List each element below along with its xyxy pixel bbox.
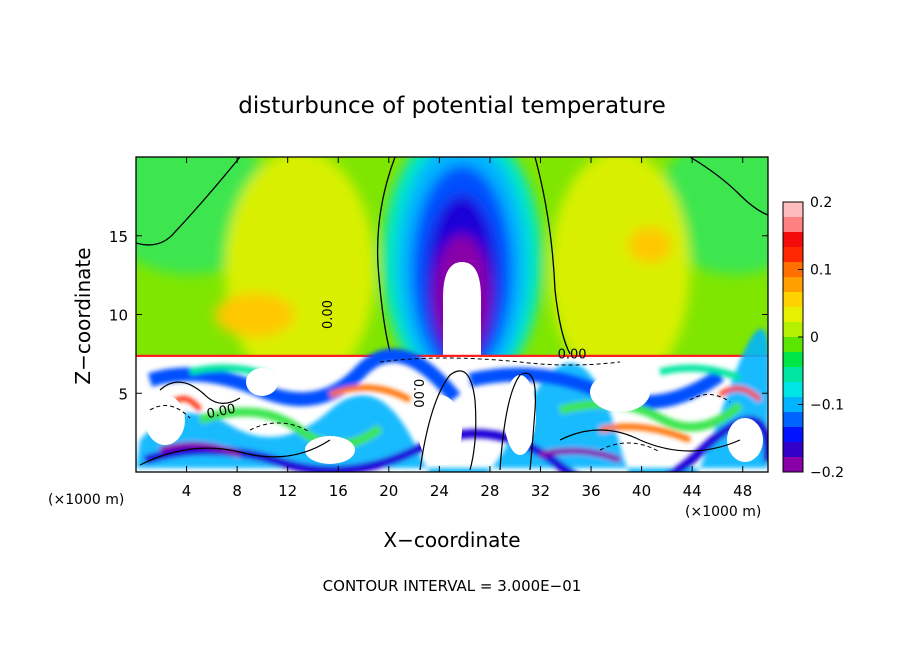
y-tick-label: 10	[109, 307, 128, 325]
x-tick-label: 32	[531, 482, 550, 500]
eddy-white-3	[504, 375, 536, 455]
x-tick-label: 16	[329, 482, 348, 500]
eddy-white-1	[145, 395, 185, 445]
contour-interval-footer: CONTOUR INTERVAL = 3.000E−01	[323, 577, 582, 595]
plot-area	[136, 157, 768, 472]
y-tick-label: 5	[118, 385, 128, 403]
x-tick-label: 48	[733, 482, 752, 500]
zero-contour-plume-right	[534, 157, 571, 355]
contour-label: 0.00	[410, 379, 425, 408]
eddy-white-5	[305, 436, 355, 464]
x-tick-label: 44	[683, 482, 702, 500]
eddy-dashed-contours	[149, 357, 731, 453]
x-axis-label: X−coordinate	[383, 528, 520, 552]
x-tick-label: 36	[581, 482, 600, 500]
colorbar-tick-label: 0	[810, 330, 819, 346]
eddy-contours	[139, 370, 741, 471]
contour-label: 0.00	[206, 402, 237, 423]
contour-labels: 0.00 0.00 0.00 0.00	[206, 300, 587, 422]
upper-left-yellow-band	[225, 157, 375, 355]
contour-label: 0.00	[321, 300, 336, 329]
zero-contour-right-top	[689, 157, 768, 216]
zero-contour-left-top	[136, 157, 241, 246]
contour-label: 0.00	[558, 348, 587, 363]
x-unit-left: (×1000 m)	[48, 492, 124, 508]
colorbar-tick-label: 0.1	[810, 263, 832, 279]
x-unit-right: (×1000 m)	[685, 504, 761, 520]
y-axis-ticks: 5 10 15	[109, 228, 768, 403]
x-tick-label: 28	[480, 482, 499, 500]
x-tick-label: 40	[632, 482, 651, 500]
upper-field	[136, 157, 768, 355]
warm-patch-right	[628, 227, 672, 263]
y-axis-label: Z−coordinate	[71, 247, 95, 384]
eddy-white-2	[418, 395, 462, 465]
x-tick-label: 24	[430, 482, 449, 500]
y-tick-label: 15	[109, 228, 128, 246]
x-axis-ticks: 4 8 12 16 20 24 28 32 36 40 44 48	[182, 157, 752, 500]
colorbar-tick-label: −0.1	[810, 398, 844, 414]
x-tick-label: 4	[182, 482, 192, 500]
x-tick-label: 20	[379, 482, 398, 500]
eddy-white-6	[727, 418, 763, 462]
lower-field	[136, 328, 768, 472]
x-tick-label: 8	[232, 482, 242, 500]
cold-plume-core	[443, 262, 481, 355]
chart-title: disturbunce of potential temperature	[238, 93, 666, 119]
colorbar-tick-label: −0.2	[810, 465, 844, 481]
x-tick-label: 12	[278, 482, 297, 500]
eddy-white-7	[246, 368, 278, 396]
colorbar-tick-label: 0.2	[810, 195, 832, 211]
colorbar-ticks: 0.2 0.1 0 −0.1 −0.2	[798, 195, 844, 481]
upper-right-yellow-band	[550, 157, 690, 355]
warm-patch-left	[215, 293, 295, 337]
zero-contour-plume-left	[376, 157, 396, 353]
eddy-white-4	[590, 372, 650, 412]
